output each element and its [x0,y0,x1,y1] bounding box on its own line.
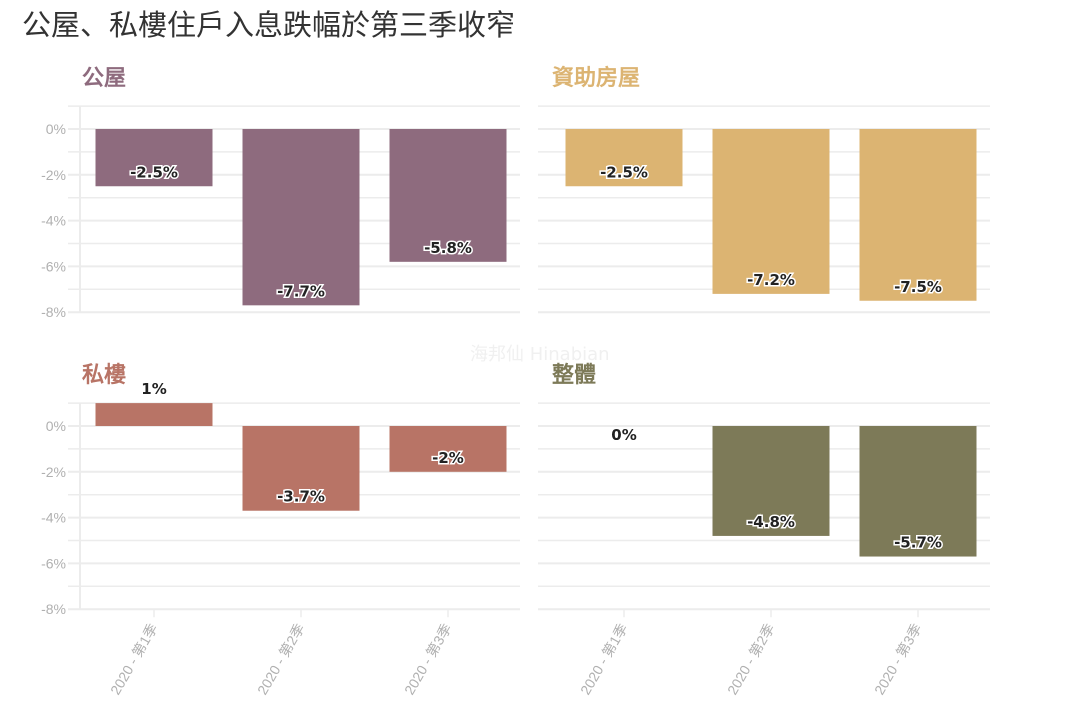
y-tick-label: -6% [41,258,66,274]
bar [242,426,360,511]
bar [712,129,830,294]
data-label: 0% [611,426,636,444]
bar [859,426,977,557]
y-tick-label: -4% [41,510,66,526]
panel-0: 公屋 0% -2% -4% -6% -8% -2.5% -7.7% -5.8% [41,66,520,320]
y-tick-label: -2% [41,464,66,480]
panel-title: 私樓 [82,363,126,388]
data-label: -7.7% [277,282,325,300]
x-tick-label: 2020 - 第2季 [254,621,308,698]
x-tick-label: 2020 - 第1季 [577,621,631,698]
panel-1: 資助房屋 -2.5% -7.2% -7.5% [538,65,990,314]
bar [242,129,360,306]
panel-3: 整體 0% 2020 - 第1季 -4.8% 2020 - 第2季 -5.7% 2020 -… [538,362,990,697]
x-tick-label: 2020 - 第3季 [401,621,455,698]
data-label: -7.2% [747,271,795,289]
data-label: -5.8% [424,239,472,257]
data-label: -3.7% [277,488,325,506]
watermark: 海邦仙 Hinabian [470,344,610,365]
data-label: -2% [432,449,464,467]
bar [712,426,830,536]
y-tick-label: -4% [41,213,66,229]
panel-title: 整體 [552,362,596,388]
x-tick-label: 2020 - 第3季 [871,621,925,698]
bar [95,403,213,426]
bar [565,129,683,187]
panel-2: 私樓 0% -2% -4% -6% -8% 1% 2020 - 第1季 -3.7% 2020 - … [41,363,520,697]
data-label: -5.7% [894,534,942,552]
data-label: -2.5% [130,163,178,181]
x-tick-label: 2020 - 第1季 [107,621,161,698]
bar [95,129,213,187]
y-tick-label: 0% [46,418,66,434]
bar [859,129,977,301]
y-tick-label: 0% [46,121,66,137]
bar [389,426,507,472]
data-label: -2.5% [600,163,648,181]
data-label: 1% [141,380,166,398]
data-label: -4.8% [747,513,795,531]
chart-title: 公屋、私樓住戶入息跌幅於第三季收窄 [22,8,516,42]
y-tick-label: -8% [41,304,66,320]
bar [389,129,507,262]
panel-title: 資助房屋 [552,65,640,91]
y-tick-label: -8% [41,601,66,617]
data-label: -7.5% [894,278,942,296]
x-tick-label: 2020 - 第2季 [724,621,778,698]
y-tick-label: -2% [41,167,66,183]
panel-title: 公屋 [82,66,126,91]
y-tick-label: -6% [41,555,66,571]
